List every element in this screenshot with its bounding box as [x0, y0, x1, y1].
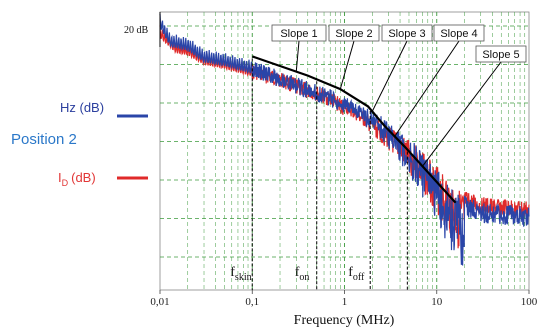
x-tick-label: 1: [342, 296, 348, 308]
x-tick-label: 0,01: [150, 296, 169, 308]
marker-label: foff: [348, 265, 365, 283]
slope-leader-line: [339, 40, 355, 90]
slope-box: [475, 45, 527, 63]
legend-id-label: ID (dB): [58, 170, 96, 188]
marker-label-main: f: [230, 265, 235, 280]
slope-annotations: Slope 1 Slope 2 Slope 3 Slope 4 Slope 5: [271, 24, 527, 167]
scale-bar: 20 dB: [124, 12, 161, 47]
slope-envelope-line: [251, 55, 457, 204]
vertical-markers: fskin fon foff: [230, 58, 408, 290]
slope-leader-line: [371, 40, 408, 112]
slope-label: Slope 1: [280, 28, 317, 40]
marker-label-sub: off: [353, 272, 365, 283]
x-tick-label: 10: [431, 296, 443, 308]
marker-label-main: f: [348, 265, 353, 280]
legend-id-suffix: (dB): [71, 170, 96, 185]
legend-group-title: Position 2: [11, 131, 77, 148]
slope-leader-line: [295, 40, 300, 72]
legend-id-sub: D: [62, 178, 69, 188]
x-tick-labels: 0,01 0,1 1 10 100: [150, 290, 538, 308]
marker-label: fskin: [230, 265, 251, 283]
slope-box: [328, 24, 380, 42]
slope-label: Slope 4: [440, 28, 477, 40]
slope-label: Slope 5: [482, 49, 519, 61]
x-tick-label: 0,1: [245, 296, 259, 308]
series-hz: [159, 13, 530, 266]
legend: Hz (dB) Position 2 ID (dB): [11, 100, 148, 188]
marker-label-main: f: [295, 265, 300, 280]
legend-hz-label: Hz (dB): [60, 100, 104, 115]
marker-label: fon: [295, 265, 310, 283]
slope-leader-line: [394, 40, 460, 137]
x-tick-label: 100: [521, 296, 538, 308]
slope-leader-line: [422, 61, 502, 167]
slope-label: Slope 3: [388, 28, 425, 40]
scale-bar-label: 20 dB: [124, 25, 149, 36]
slope-box: [271, 24, 327, 42]
marker-label-sub: skin: [235, 272, 252, 283]
slope-box: [381, 24, 433, 42]
slope-box: [433, 24, 485, 42]
marker-label-sub: on: [299, 272, 309, 283]
legend-id-main: I: [58, 170, 62, 185]
slope-label: Slope 2: [335, 28, 372, 40]
series-layer: [159, 13, 530, 266]
x-axis-label: Frequency (MHz): [294, 313, 395, 328]
plot-area: [159, 11, 530, 291]
